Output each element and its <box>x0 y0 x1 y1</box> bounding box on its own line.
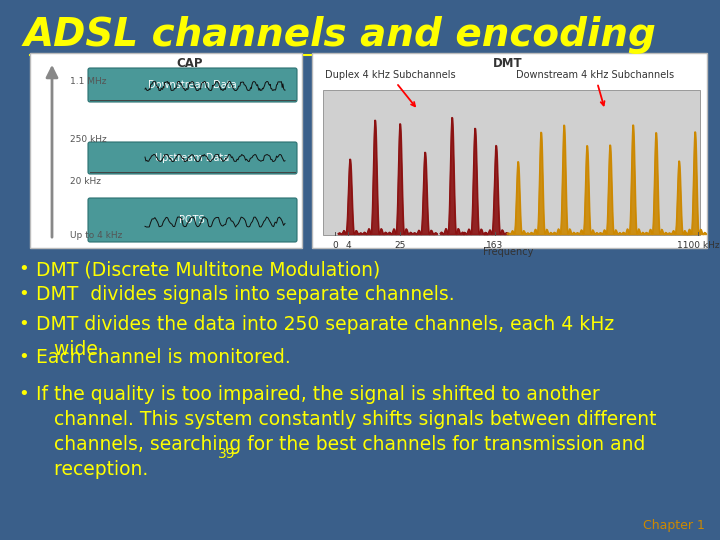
Text: •: • <box>18 315 29 333</box>
Text: 1.1 MHz: 1.1 MHz <box>70 78 107 86</box>
Text: 0: 0 <box>332 241 338 250</box>
Text: POTS: POTS <box>179 215 204 225</box>
Text: DMT  divides signals into separate channels.: DMT divides signals into separate channe… <box>36 285 454 304</box>
Text: Downstream 4 kHz Subchannels: Downstream 4 kHz Subchannels <box>516 70 674 105</box>
FancyBboxPatch shape <box>88 142 297 174</box>
Text: Chapter 1: Chapter 1 <box>643 519 705 532</box>
Text: Upstream Data: Upstream Data <box>155 153 229 163</box>
FancyBboxPatch shape <box>88 68 297 102</box>
Text: •: • <box>18 385 29 403</box>
Text: 39: 39 <box>218 447 235 461</box>
FancyBboxPatch shape <box>312 53 707 248</box>
Text: •: • <box>18 260 29 278</box>
Text: ADSL channels and encoding: ADSL channels and encoding <box>24 16 657 54</box>
Text: Up to 4 kHz: Up to 4 kHz <box>70 231 122 240</box>
Text: Duplex 4 kHz Subchannels: Duplex 4 kHz Subchannels <box>325 70 455 106</box>
FancyBboxPatch shape <box>323 90 700 235</box>
Text: 20 kHz: 20 kHz <box>70 178 101 186</box>
Text: •: • <box>18 285 29 303</box>
Text: 1100 kHz: 1100 kHz <box>677 241 719 250</box>
Text: DMT: DMT <box>493 57 523 70</box>
Text: If the quality is too impaired, the signal is shifted to another
   channel. Thi: If the quality is too impaired, the sign… <box>36 385 657 479</box>
FancyBboxPatch shape <box>30 53 302 248</box>
Text: 25: 25 <box>395 241 405 250</box>
Text: Frequency: Frequency <box>483 247 534 257</box>
FancyBboxPatch shape <box>88 198 297 242</box>
Text: Each channel is monitored.: Each channel is monitored. <box>36 348 291 367</box>
Text: 250 kHz: 250 kHz <box>70 136 107 145</box>
Text: •: • <box>18 348 29 366</box>
Text: 163: 163 <box>487 241 503 250</box>
Text: CAP: CAP <box>176 57 203 70</box>
Text: 4: 4 <box>345 241 351 250</box>
Text: Downstream Data: Downstream Data <box>148 80 236 90</box>
Text: DMT (Discrete Multitone Modulation): DMT (Discrete Multitone Modulation) <box>36 260 380 279</box>
Text: DMT divides the data into 250 separate channels, each 4 kHz
   wide.: DMT divides the data into 250 separate c… <box>36 315 614 359</box>
